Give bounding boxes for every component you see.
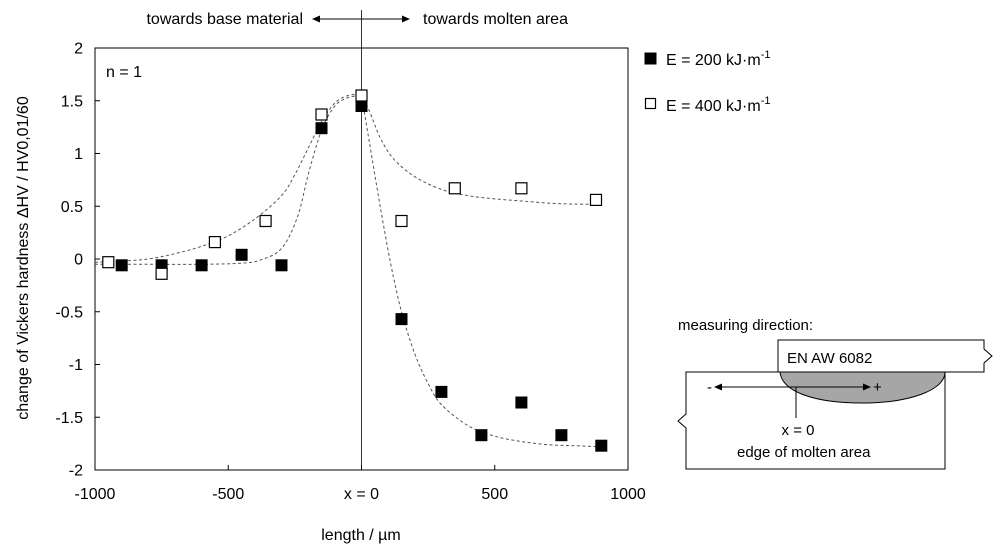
- plus-sign: +: [873, 379, 882, 396]
- data-point-open: [155, 267, 168, 280]
- data-point-filled: [395, 313, 408, 326]
- axis-ticks: -1000 -500 x = 0 500 1000 -2 -1.5 -1 -0.5 0 0.5 1 1.…: [55, 10, 646, 503]
- y-tick-label: 1.5: [61, 93, 83, 110]
- legend-sup-400: -1: [761, 95, 771, 107]
- data-points: [102, 89, 608, 452]
- legend-label-200: E = 200 kJ·m: [666, 52, 761, 69]
- data-point-open: [102, 256, 115, 269]
- y-tick-label: -2: [69, 463, 83, 480]
- direction-right-label: towards molten area: [423, 11, 568, 28]
- y-tick-label: -0.5: [55, 304, 83, 321]
- data-point-filled: [115, 259, 128, 272]
- data-point-open: [259, 214, 272, 228]
- legend-label-400: E = 400 kJ·m: [666, 98, 761, 115]
- data-point-open: [208, 236, 221, 249]
- data-point-filled: [475, 429, 488, 442]
- legend: E = 200 kJ·m-1 E = 400 kJ·m-1: [644, 49, 770, 115]
- y-tick-label: -1: [69, 357, 83, 374]
- legend-sup-200: -1: [761, 49, 771, 61]
- svg-text:E = 400 kJ·m-1: E = 400 kJ·m-1: [666, 95, 770, 115]
- data-point-filled: [435, 385, 448, 398]
- x-tick-label: 1000: [610, 486, 646, 503]
- fit-curve-series-0-right: [361, 95, 602, 448]
- y-tick-label: 1: [74, 146, 83, 163]
- schematic-title: measuring direction:: [678, 317, 813, 334]
- y-tick-label: 2: [74, 41, 83, 58]
- data-point-filled: [195, 259, 208, 272]
- material-label: EN AW 6082: [787, 350, 872, 367]
- y-tick-label: -1.5: [55, 410, 83, 427]
- fit-curve-series-1-left: [94, 93, 362, 263]
- sheet-en-aw-6082: [777, 339, 993, 373]
- data-point-filled: [235, 248, 248, 261]
- filled-square-icon: [644, 52, 657, 65]
- x-tick-label: 500: [481, 486, 508, 503]
- data-point-open: [395, 214, 408, 228]
- data-point-open: [315, 108, 328, 121]
- data-point-filled: [275, 259, 288, 272]
- n-label: n = 1: [106, 64, 142, 81]
- data-point-open: [355, 89, 368, 102]
- data-point-open: [515, 182, 528, 195]
- fit-curve-series-1-right: [361, 94, 602, 205]
- measuring-direction-schematic: measuring direction: EN AW 6082 - + x = …: [677, 317, 993, 470]
- data-point-filled: [515, 396, 528, 409]
- legend-item-400: E = 400 kJ·m-1: [644, 95, 770, 115]
- direction-arrowhead-right: [402, 15, 410, 23]
- svg-text:E = 200 kJ·m-1: E = 200 kJ·m-1: [666, 49, 770, 69]
- x-axis-title: length / µm: [321, 527, 400, 544]
- data-point-filled: [595, 439, 608, 452]
- data-point-filled: [315, 122, 328, 135]
- minus-sign: -: [707, 379, 712, 396]
- open-square-icon: [644, 97, 657, 110]
- x0-label: x = 0: [782, 422, 815, 439]
- y-tick-label: 0.5: [61, 199, 83, 216]
- data-point-open: [448, 182, 461, 195]
- y-tick-label: 0: [74, 252, 83, 269]
- data-point-filled: [555, 429, 568, 442]
- data-point-open: [589, 193, 603, 206]
- direction-arrowhead-left: [312, 15, 320, 23]
- x-tick-label: x = 0: [344, 486, 379, 503]
- fit-curves: [94, 93, 602, 448]
- measuring-arrowhead-right: [863, 383, 871, 391]
- data-point-filled: [355, 100, 368, 112]
- y-axis-title: change of Vickers hardness ΔHV / HV0,01/…: [15, 96, 32, 420]
- edge-label: edge of molten area: [737, 444, 871, 461]
- measuring-arrowhead-left: [714, 383, 722, 391]
- legend-item-200: E = 200 kJ·m-1: [644, 49, 770, 69]
- x-tick-label: -500: [212, 486, 244, 503]
- direction-left-label: towards base material: [146, 11, 303, 28]
- x-tick-label: -1000: [75, 486, 116, 503]
